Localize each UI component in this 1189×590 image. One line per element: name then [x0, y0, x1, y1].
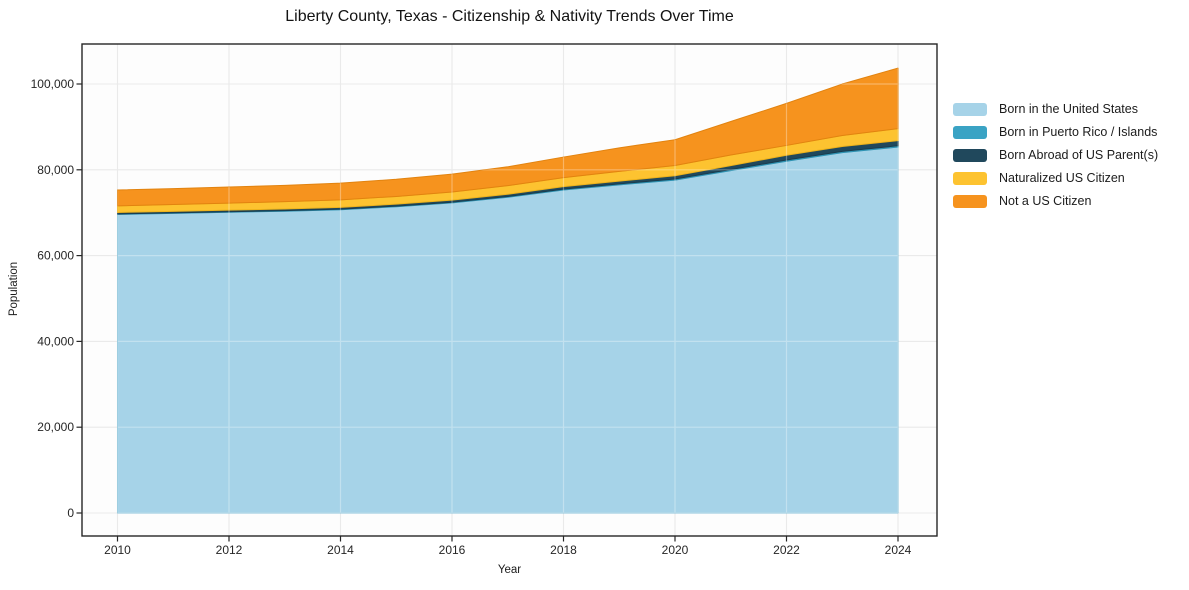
- legend-item: Naturalized US Citizen: [953, 172, 1158, 185]
- legend-label: Born in the United States: [999, 103, 1138, 116]
- chart-canvas: 0 20,000 40,000 60,000 80,000 100,000 2010 2012…: [0, 0, 1189, 590]
- legend-swatch: [953, 149, 987, 162]
- x-tick-label: 2010: [104, 543, 131, 557]
- y-axis-title: Population: [8, 262, 20, 316]
- legend-item: Born in Puerto Rico / Islands: [953, 126, 1158, 139]
- legend-label: Naturalized US Citizen: [999, 172, 1125, 185]
- x-tick-label: 2012: [216, 543, 243, 557]
- legend-item: Born in the United States: [953, 103, 1158, 116]
- chart-title: Liberty County, Texas - Citizenship & Na…: [82, 8, 937, 26]
- y-tick-label: 40,000: [37, 334, 74, 348]
- legend: Born in the United States Born in Puerto …: [953, 103, 1158, 208]
- x-tick-label: 2016: [439, 543, 466, 557]
- y-tick-label: 60,000: [37, 249, 74, 263]
- legend-label: Born Abroad of US Parent(s): [999, 149, 1158, 162]
- legend-swatch: [953, 172, 987, 185]
- legend-label: Born in Puerto Rico / Islands: [999, 126, 1157, 139]
- legend-swatch: [953, 126, 987, 139]
- x-tick-label: 2014: [327, 543, 354, 557]
- x-axis-title: Year: [82, 564, 937, 576]
- legend-item: Born Abroad of US Parent(s): [953, 149, 1158, 162]
- y-tick-label: 20,000: [37, 420, 74, 434]
- x-tick-label: 2018: [550, 543, 577, 557]
- figure: 0 20,000 40,000 60,000 80,000 100,000 2010 2012…: [0, 0, 1189, 590]
- y-tick-label: 80,000: [37, 163, 74, 177]
- x-tick-label: 2022: [773, 543, 800, 557]
- legend-swatch: [953, 103, 987, 116]
- x-tick-label: 2024: [885, 543, 912, 557]
- x-tick-label: 2020: [662, 543, 689, 557]
- legend-swatch: [953, 195, 987, 208]
- legend-item: Not a US Citizen: [953, 195, 1158, 208]
- y-tick-label: 0: [67, 506, 74, 520]
- y-tick-label: 100,000: [31, 77, 75, 91]
- legend-label: Not a US Citizen: [999, 195, 1091, 208]
